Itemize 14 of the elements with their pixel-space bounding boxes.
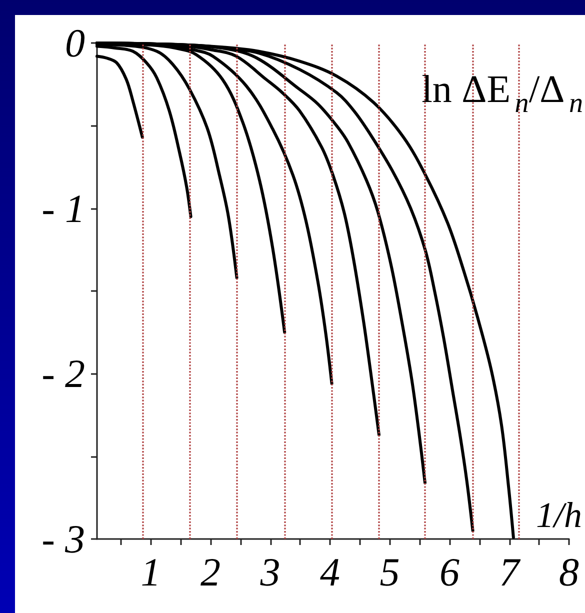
y-axis-title: ln ΔE$_{n}$/Δ$_{n}$ xyxy=(422,67,583,120)
x-tick-label: 7 xyxy=(499,550,522,594)
y-tick-label: - 1 xyxy=(42,186,85,231)
x-tick-label: 4 xyxy=(320,550,340,594)
x-axis-title: 1/h xyxy=(536,495,582,535)
x-tick-label: 3 xyxy=(259,550,280,594)
x-tick-label: 8 xyxy=(559,550,579,594)
y-tick-label: - 3 xyxy=(42,516,85,562)
x-tick-label: 1 xyxy=(140,550,161,594)
x-tick-label: 6 xyxy=(440,550,460,594)
x-tick-label: 2 xyxy=(200,550,221,594)
x-tick-label: 5 xyxy=(380,550,400,594)
y-tick-label: - 2 xyxy=(42,351,85,396)
y-tick-label: 0 xyxy=(65,20,85,66)
